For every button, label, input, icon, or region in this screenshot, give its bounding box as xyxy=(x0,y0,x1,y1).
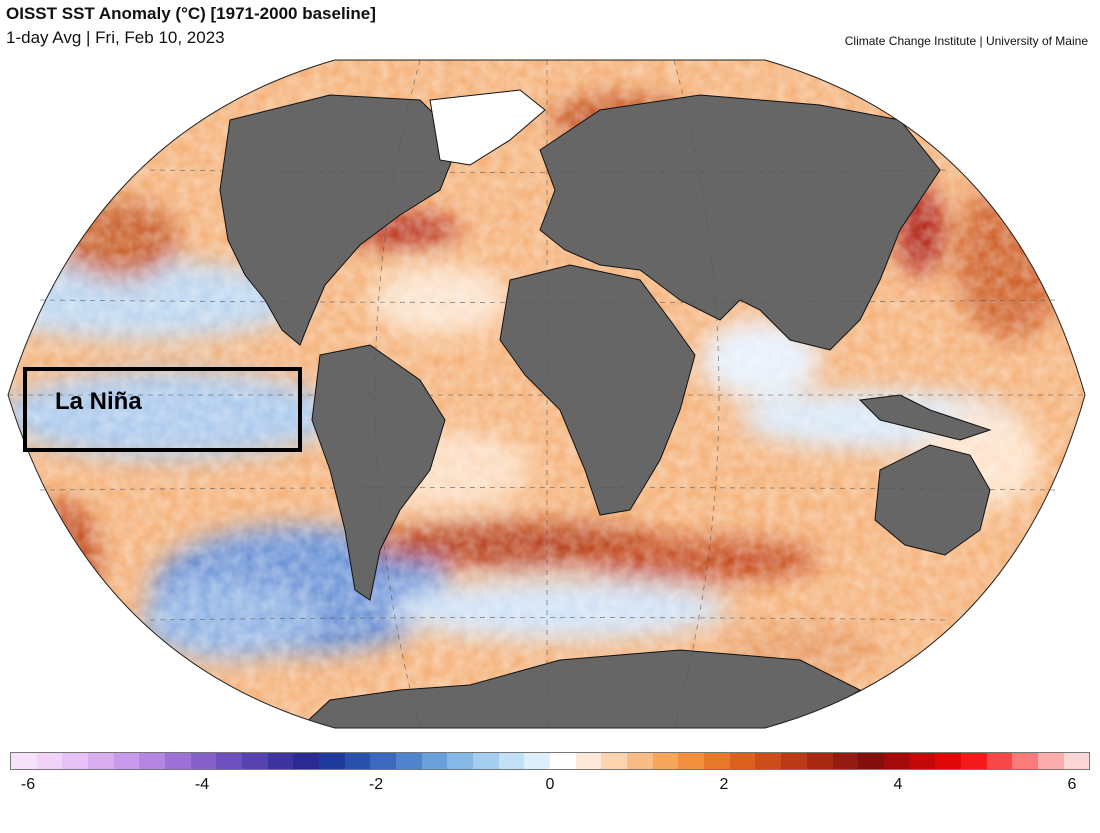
colorbar-swatch xyxy=(652,753,679,769)
indonesia-landmass xyxy=(858,394,992,441)
colorbar-swatch xyxy=(319,753,345,769)
colorbar-swatch xyxy=(858,753,884,769)
colorbar-swatch xyxy=(242,753,268,769)
colorbar-swatch xyxy=(575,753,602,769)
colorbar-tick-label: -2 xyxy=(368,776,384,793)
colorbar-swatch xyxy=(113,753,140,769)
land-masses xyxy=(219,89,992,728)
colorbar-swatch xyxy=(909,753,936,769)
graticule xyxy=(8,59,1085,729)
colorbar-swatch xyxy=(36,753,63,769)
colorbar-swatch xyxy=(344,753,371,769)
colorbar-swatch xyxy=(781,753,807,769)
colorbar-swatch xyxy=(498,753,525,769)
ocean-anomaly-field xyxy=(8,60,1085,728)
colorbar-swatch xyxy=(88,753,114,769)
colorbar-swatch xyxy=(832,753,859,769)
colorbar-swatch xyxy=(806,753,833,769)
colorbar-swatch xyxy=(883,753,910,769)
colorbar-swatch xyxy=(216,753,243,769)
colorbar-tick-label: 2 xyxy=(719,776,729,793)
colorbar-swatch xyxy=(986,753,1013,769)
colorbar-tick-label: 4 xyxy=(893,776,903,793)
la-nina-label: La Niña xyxy=(55,388,142,415)
map-title: OISST SST Anomaly (°C) [1971-2000 baseli… xyxy=(6,4,376,23)
colorbar-swatch xyxy=(678,753,705,769)
colorbar-swatch xyxy=(601,753,628,769)
africa-landmass xyxy=(499,264,696,516)
colorbar-tick-label: 0 xyxy=(545,776,555,793)
map-subtitle: 1-day Avg | Fri, Feb 10, 2023 xyxy=(6,28,225,47)
globe-outline xyxy=(7,59,1086,729)
colorbar-swatch xyxy=(370,753,397,769)
credit-text: Climate Change Institute | University of… xyxy=(844,34,1088,48)
colorbar-swatch xyxy=(447,753,474,769)
colorbar-swatch xyxy=(550,753,576,769)
colorbar-swatch xyxy=(935,753,961,769)
greenland-landmass xyxy=(429,89,546,166)
colorbar-swatch xyxy=(421,753,448,769)
colorbar-swatch xyxy=(1037,753,1064,769)
colorbar-swatch xyxy=(524,753,551,769)
colorbar-tick-label: 6 xyxy=(1067,776,1077,793)
colorbar-tick-label: -4 xyxy=(194,776,210,793)
colorbar-swatch xyxy=(293,753,320,769)
colorbar-swatch xyxy=(190,753,217,769)
colorbar-swatch xyxy=(704,753,730,769)
colorbar-swatch xyxy=(396,753,422,769)
colorbar xyxy=(10,752,1090,770)
colorbar-tick-label: -6 xyxy=(20,776,36,793)
colorbar-swatch xyxy=(1063,753,1090,769)
europe-asia-landmass xyxy=(539,94,941,351)
colorbar-swatch xyxy=(473,753,499,769)
australia-landmass xyxy=(874,444,991,556)
colorbar-swatch xyxy=(960,753,987,769)
colorbar-swatch xyxy=(627,753,653,769)
colorbar-swatch xyxy=(11,753,37,769)
la-nina-callout-box xyxy=(23,367,302,452)
colorbar-swatch xyxy=(1012,753,1038,769)
sst-anomaly-map xyxy=(7,59,1086,729)
colorbar-swatch xyxy=(729,753,756,769)
colorbar-swatch xyxy=(139,753,166,769)
colorbar-swatch xyxy=(267,753,294,769)
colorbar-swatch xyxy=(755,753,782,769)
colorbar-swatch xyxy=(62,753,89,769)
south-america-landmass xyxy=(311,344,446,601)
colorbar-swatch xyxy=(165,753,191,769)
